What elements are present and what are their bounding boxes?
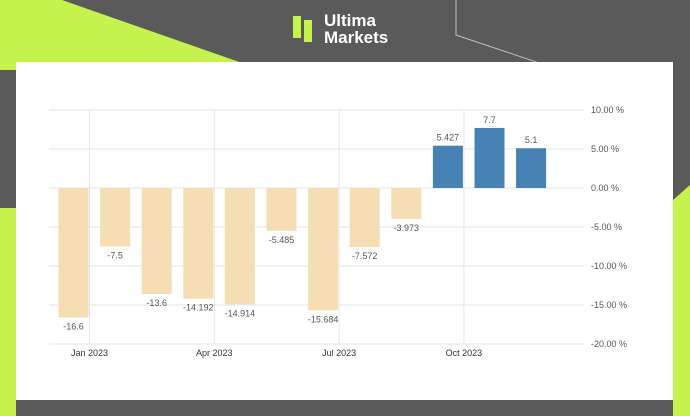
bar bbox=[308, 188, 339, 311]
data-label: -14.192 bbox=[183, 303, 214, 313]
bar bbox=[474, 127, 505, 188]
bar bbox=[100, 188, 131, 247]
outline-decoration bbox=[455, 0, 561, 71]
logo-text-line2: Markets bbox=[324, 28, 389, 47]
bar bbox=[224, 188, 255, 305]
x-tick-label: Jan 2023 bbox=[71, 348, 108, 358]
bar bbox=[432, 145, 463, 188]
x-tick-label: Oct 2023 bbox=[446, 348, 483, 358]
y-tick-label: -15.00 % bbox=[591, 300, 627, 310]
logo-mark-icon bbox=[293, 16, 312, 42]
data-label: -5.485 bbox=[269, 235, 295, 245]
y-tick-label: 5.00 % bbox=[591, 144, 619, 154]
y-tick-label: 0.00 % bbox=[591, 183, 619, 193]
lime-accent-bottom-left bbox=[0, 208, 16, 416]
data-label: -15.684 bbox=[308, 314, 339, 324]
logo-text: Ultima Markets bbox=[324, 12, 388, 46]
y-axis-ticks: 10.00 % 5.00 % 0.00 % -5.00 % -10.00 % -15.00… bbox=[591, 105, 627, 349]
bar bbox=[58, 188, 89, 318]
x-axis-ticks: Jan 2023 Apr 2023 Jul 2023 Oct 2023 bbox=[71, 348, 482, 358]
y-tick-label: -20.00 % bbox=[591, 339, 627, 349]
chart-panel: -16.6 -7.5 -13.6 -14.192 -14.914 -5.485 -15.68… bbox=[16, 62, 673, 400]
lime-accent-right bbox=[673, 185, 690, 416]
bar bbox=[141, 188, 172, 295]
bar bbox=[391, 188, 422, 219]
y-tick-label: 10.00 % bbox=[591, 105, 624, 115]
x-tick-label: Apr 2023 bbox=[196, 348, 233, 358]
bar bbox=[516, 148, 547, 188]
logo-text-line1: Ultima bbox=[324, 11, 376, 30]
data-label: -13.6 bbox=[146, 298, 167, 308]
bars bbox=[58, 127, 547, 318]
data-label: -7.5 bbox=[107, 251, 123, 261]
data-label: -16.6 bbox=[63, 321, 84, 331]
data-label: -14.914 bbox=[225, 308, 256, 318]
data-label: 5.1 bbox=[525, 135, 538, 145]
ultima-markets-logo: Ultima Markets bbox=[292, 12, 388, 46]
data-label: 7.7 bbox=[483, 115, 496, 125]
bar bbox=[266, 188, 297, 231]
data-label: -3.973 bbox=[394, 223, 420, 233]
y-tick-label: -10.00 % bbox=[591, 261, 627, 271]
data-label: -7.572 bbox=[352, 251, 378, 261]
bar bbox=[349, 188, 380, 248]
bar-chart: -16.6 -7.5 -13.6 -14.192 -14.914 -5.485 -15.68… bbox=[49, 105, 627, 358]
y-tick-label: -5.00 % bbox=[591, 222, 622, 232]
data-label: 5.427 bbox=[437, 133, 460, 143]
data-labels: -16.6 -7.5 -13.6 -14.192 -14.914 -5.485 -15.68… bbox=[63, 115, 537, 332]
bar bbox=[183, 188, 214, 299]
lime-accent-top-left bbox=[0, 0, 262, 70]
x-tick-label: Jul 2023 bbox=[322, 348, 356, 358]
